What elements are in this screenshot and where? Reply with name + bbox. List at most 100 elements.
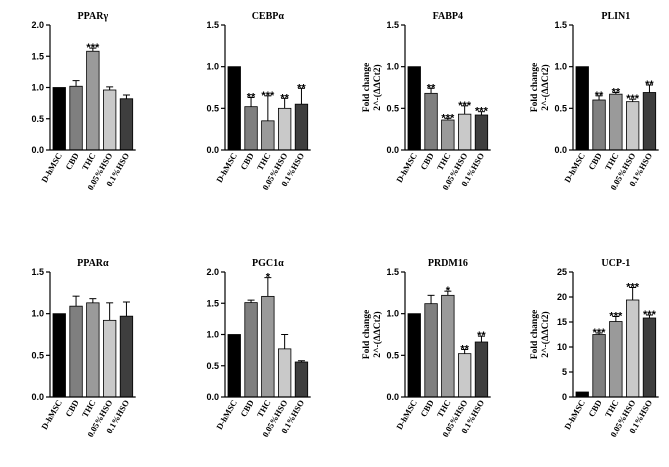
y-tick-label: 0.5 [386, 103, 399, 113]
y-tick-label: 20 [557, 292, 567, 302]
category-label: CBD [586, 398, 604, 419]
bar-cbd [424, 92, 438, 151]
y-axis-label: Fold change [362, 310, 372, 359]
bar-d-hmsc [52, 87, 66, 151]
significance-marker: * [446, 285, 451, 297]
bar-0-05-hso [277, 348, 292, 398]
bar-cbd [592, 99, 606, 151]
category-label: D-hMSC [214, 398, 239, 431]
y-tick-label: 0.5 [206, 361, 219, 371]
bar-d-hmsc [227, 66, 241, 151]
bar-cbd [244, 106, 258, 151]
bar-0-1-hso [119, 98, 134, 151]
y-tick-label: 0.0 [31, 392, 44, 402]
chart-panel-2: CEBPα0.00.51.01.5D-hMSC**CBD***THC**0.05… [206, 11, 311, 192]
y-tick-label: 0 [562, 392, 567, 402]
category-label: CBD [586, 151, 604, 172]
y-tick-label: 0.0 [206, 392, 219, 402]
bar-d-hmsc [407, 313, 421, 398]
bar-0-1-hso [294, 361, 309, 398]
category-label: CBD [63, 151, 81, 172]
category-label: D-hMSC [394, 398, 419, 431]
bar-cbd [69, 85, 83, 151]
bar-thc [261, 295, 275, 398]
bar-0-1-hso [474, 114, 489, 151]
y-tick-label: 10 [557, 342, 567, 352]
y-tick-label: 1.5 [31, 267, 44, 277]
bar-cbd [69, 305, 83, 398]
significance-marker: ** [280, 92, 289, 104]
chart-panel-7: PRDM16 0.0 0.5 1.0 1.5 Fold change 2^-(ΔΔCt2) D… [362, 258, 491, 439]
y-tick-label: 5 [562, 367, 567, 377]
y-tick-label: 1.5 [554, 20, 567, 30]
significance-marker: *** [458, 100, 472, 112]
chart-panel-8: UCP-1 0 5 10 15 20 25 Fold change 2^-(ΔΔCt2) D-hM… [530, 258, 659, 439]
category-label: CBD [418, 398, 436, 419]
significance-marker: ** [645, 79, 654, 91]
bar-thc [441, 119, 455, 151]
bar-d-hmsc [227, 334, 241, 398]
bar-d-hmsc [52, 313, 66, 398]
panel-title: PGC1α [252, 258, 284, 269]
y-tick-label: 0.5 [554, 103, 567, 113]
y-axis-label: 2^-(ΔΔCt2) [540, 311, 551, 357]
panel-title: UCP-1 [601, 258, 630, 269]
y-tick-label: 0.5 [386, 350, 399, 360]
significance-marker: *** [626, 282, 640, 294]
category-label: D-hMSC [214, 151, 239, 184]
significance-marker: *** [441, 112, 455, 124]
bar-thc [609, 321, 623, 398]
bar-0-1-hso [474, 341, 489, 398]
significance-marker: *** [86, 42, 100, 54]
y-axis-label: Fold change [530, 310, 540, 359]
bar-cbd [424, 303, 438, 398]
y-tick-label: 1.5 [206, 20, 219, 30]
bar-0-05-hso [626, 101, 640, 151]
panel-title: CEBPα [252, 11, 285, 22]
significance-marker: ** [297, 82, 306, 94]
y-tick-label: 1.0 [206, 330, 219, 340]
significance-marker: ** [427, 82, 436, 94]
bar-d-hmsc [575, 66, 589, 151]
significance-marker: *** [261, 90, 275, 102]
y-axis-label: Fold change [362, 63, 372, 112]
y-tick-label: 1.0 [206, 62, 219, 72]
significance-marker: *** [475, 106, 489, 118]
panel-title: PPARγ [78, 11, 109, 22]
category-label: D-hMSC [39, 151, 64, 184]
y-tick-label: 1.5 [386, 20, 399, 30]
significance-marker: *** [593, 327, 607, 339]
category-label: D-hMSC [562, 398, 587, 431]
panel-title: FABP4 [433, 11, 463, 22]
bar-0-05-hso [457, 113, 472, 151]
y-tick-label: 0.0 [206, 145, 219, 155]
y-tick-label: 25 [557, 267, 567, 277]
bar-0-1-hso [642, 317, 657, 398]
category-label: CBD [238, 151, 256, 172]
category-label: D-hMSC [394, 151, 419, 184]
y-axis-label: 2^-(ΔΔCt2) [540, 64, 551, 110]
significance-marker: * [266, 272, 271, 284]
significance-marker: ** [460, 344, 469, 356]
panel-title: PRDM16 [428, 258, 468, 269]
bar-0-05-hso [103, 89, 117, 151]
bar-d-hmsc [407, 66, 421, 151]
bar-thc [86, 50, 100, 151]
bar-thc [441, 294, 455, 398]
bar-thc [261, 120, 275, 151]
y-tick-label: 1.0 [31, 309, 44, 319]
category-label: D-hMSC [562, 151, 587, 184]
bar-0-05-hso [457, 353, 472, 398]
category-label: CBD [418, 151, 436, 172]
panel-title: PLIN1 [601, 11, 630, 22]
bar-0-05-hso [277, 107, 292, 151]
bar-0-05-hso [626, 299, 640, 398]
significance-marker: ** [247, 92, 256, 104]
y-tick-label: 0.5 [31, 350, 44, 360]
category-label: CBD [63, 398, 81, 419]
y-tick-label: 0.0 [554, 145, 567, 155]
